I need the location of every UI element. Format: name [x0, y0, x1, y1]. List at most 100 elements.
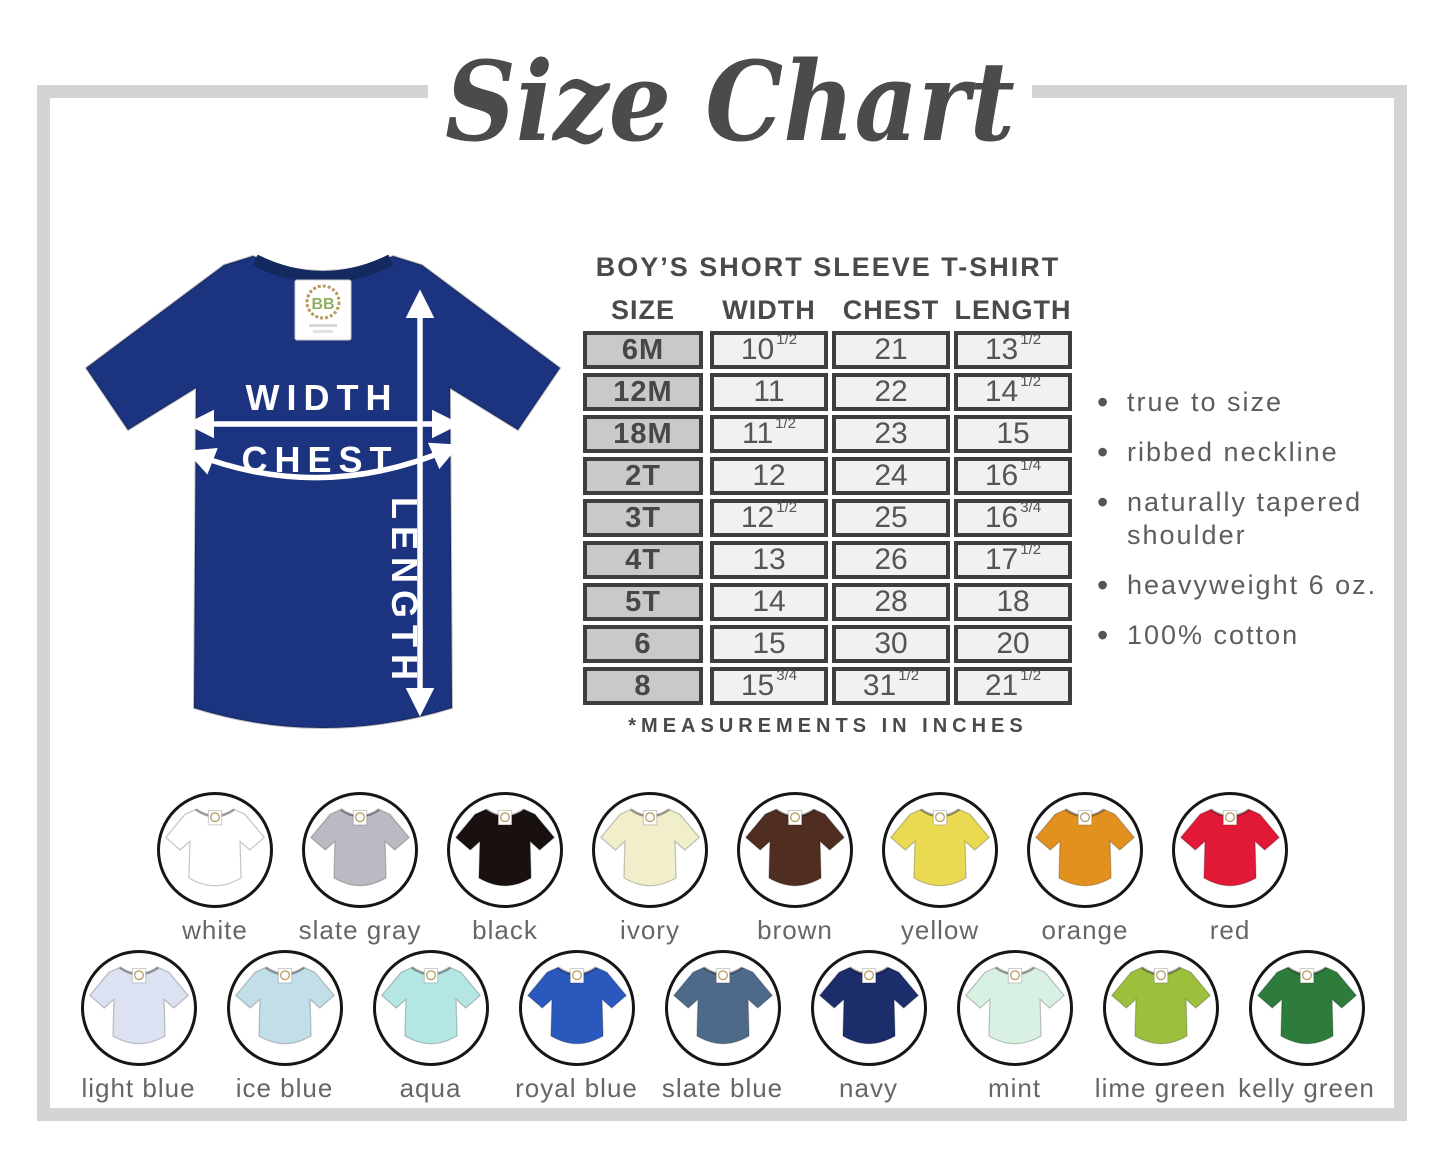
tshirt-swatch-graphic [164, 808, 266, 887]
size-cell: 4T [583, 541, 703, 579]
swatch-circle [302, 792, 418, 908]
width-cell: 15 3/4 [710, 667, 828, 705]
column-header-length: LENGTH [954, 295, 1072, 325]
tag-logo-text: BB [311, 296, 334, 313]
size-cell: 5T [583, 583, 703, 621]
feature-item: ribbed neckline [1097, 433, 1413, 472]
size-cell: 8 [583, 667, 703, 705]
size-cell: 12M [583, 373, 703, 411]
swatch-label: lime green [1094, 1073, 1227, 1103]
width-cell: 12 [710, 457, 828, 495]
tshirt-swatch-graphic [454, 808, 556, 887]
width-cell: 14 [710, 583, 828, 621]
color-swatch-row-2: light blue ice blue aqua royal blue slate bl… [0, 950, 1445, 1104]
swatch-label: slate blue [661, 1073, 784, 1103]
width-cell: 11 1/2 [710, 415, 828, 453]
table-column-headers: SIZE WIDTH CHEST LENGTH [583, 295, 1073, 326]
swatch-circle [664, 950, 781, 1066]
tag-fine-print [309, 324, 337, 327]
chest-cell: 30 [832, 625, 950, 663]
color-swatch-mint: mint [956, 950, 1073, 1104]
tshirt-swatch-graphic [234, 966, 335, 1045]
length-cell: 21 1/2 [954, 667, 1072, 705]
feature-item: heavyweight 6 oz. [1097, 566, 1413, 605]
size-cell: 6M [583, 331, 703, 369]
chest-cell: 26 [832, 541, 950, 579]
chest-cell: 23 [832, 415, 950, 453]
swatch-circle [1102, 950, 1219, 1066]
color-swatch-row-1: white slate gray black ivory brown yellow oran… [0, 792, 1445, 946]
swatch-label: light blue [81, 1073, 196, 1103]
chest-cell: 21 [832, 331, 950, 369]
color-swatch-light-blue: light blue [80, 950, 197, 1104]
size-cell: 18M [583, 415, 703, 453]
color-swatch-royal-blue: royal blue [515, 950, 637, 1104]
swatch-label: ice blue [235, 1073, 334, 1103]
swatch-circle [226, 950, 343, 1066]
color-swatch-ice-blue: ice blue [226, 950, 343, 1104]
color-swatch-aqua: aqua [372, 950, 489, 1104]
color-swatch-lime-green: lime green [1095, 950, 1225, 1104]
swatch-circle [737, 792, 853, 908]
color-swatch-ivory: ivory [592, 792, 708, 946]
tshirt-swatch-graphic [744, 808, 846, 887]
tshirt-swatch-graphic [818, 966, 919, 1045]
table-row: 2T 12 24 16 1/4 [583, 457, 1073, 495]
swatch-label: yellow [900, 915, 980, 945]
swatch-label: slate gray [298, 915, 422, 945]
color-swatch-orange: orange [1027, 792, 1143, 946]
swatch-label: orange [1041, 915, 1129, 945]
tshirt-swatch-graphic [889, 808, 991, 887]
length-cell: 20 [954, 625, 1072, 663]
tshirt-swatch-graphic [672, 966, 773, 1045]
size-cell: 2T [583, 457, 703, 495]
tshirt-swatch-graphic [1034, 808, 1136, 887]
table-row: 12M 11 22 14 1/2 [583, 373, 1073, 411]
swatch-label: kelly green [1238, 1073, 1375, 1103]
tshirt-measurement-diagram: BB WIDTH CHEST LENGTH [84, 254, 562, 730]
tag-fine-print [313, 330, 333, 333]
table-row: 6M 10 1/2 21 13 1/2 [583, 331, 1073, 369]
swatch-circle [592, 792, 708, 908]
swatch-label: red [1209, 915, 1251, 945]
length-cell: 16 1/4 [954, 457, 1072, 495]
length-cell: 16 3/4 [954, 499, 1072, 537]
swatch-label: aqua [399, 1073, 462, 1103]
length-cell: 15 [954, 415, 1072, 453]
swatch-label: brown [757, 915, 833, 945]
tshirt-swatch-graphic [1179, 808, 1281, 887]
tshirt-swatch-graphic [526, 966, 627, 1045]
color-swatch-black: black [447, 792, 563, 946]
chest-cell: 24 [832, 457, 950, 495]
swatch-label: mint [987, 1073, 1042, 1103]
color-swatch-white: white [157, 792, 273, 946]
color-swatch-slate-blue: slate blue [661, 950, 784, 1104]
feature-item: true to size [1097, 383, 1413, 422]
size-cell: 6 [583, 625, 703, 663]
table-row: 4T 13 26 17 1/2 [583, 541, 1073, 579]
swatch-circle [372, 950, 489, 1066]
swatch-label: white [182, 915, 248, 945]
table-row: 3T 12 1/2 25 16 3/4 [583, 499, 1073, 537]
table-footnote: *MEASUREMENTS IN INCHES [628, 715, 1028, 737]
swatch-label: navy [839, 1073, 898, 1103]
size-cell: 3T [583, 499, 703, 537]
length-cell: 13 1/2 [954, 331, 1072, 369]
swatch-circle [1172, 792, 1288, 908]
width-cell: 11 [710, 373, 828, 411]
chest-cell: 31 1/2 [832, 667, 950, 705]
swatch-circle [1027, 792, 1143, 908]
width-label: WIDTH [246, 377, 399, 418]
size-table-body: 6M 10 1/2 21 13 1/2 12M 11 22 14 1/2 18M 11 1/2 23 15 2T… [583, 331, 1073, 705]
chest-cell: 22 [832, 373, 950, 411]
column-header-size: SIZE [610, 295, 675, 325]
length-label: LENGTH [384, 497, 425, 687]
width-cell: 12 1/2 [710, 499, 828, 537]
swatch-circle [518, 950, 635, 1066]
swatch-label: ivory [620, 915, 680, 945]
tshirt-swatch-graphic [964, 966, 1065, 1045]
table-title: BOY’S SHORT SLEEVE T-SHIRT [595, 252, 1061, 282]
swatch-circle [810, 950, 927, 1066]
column-header-chest: CHEST [842, 295, 940, 325]
